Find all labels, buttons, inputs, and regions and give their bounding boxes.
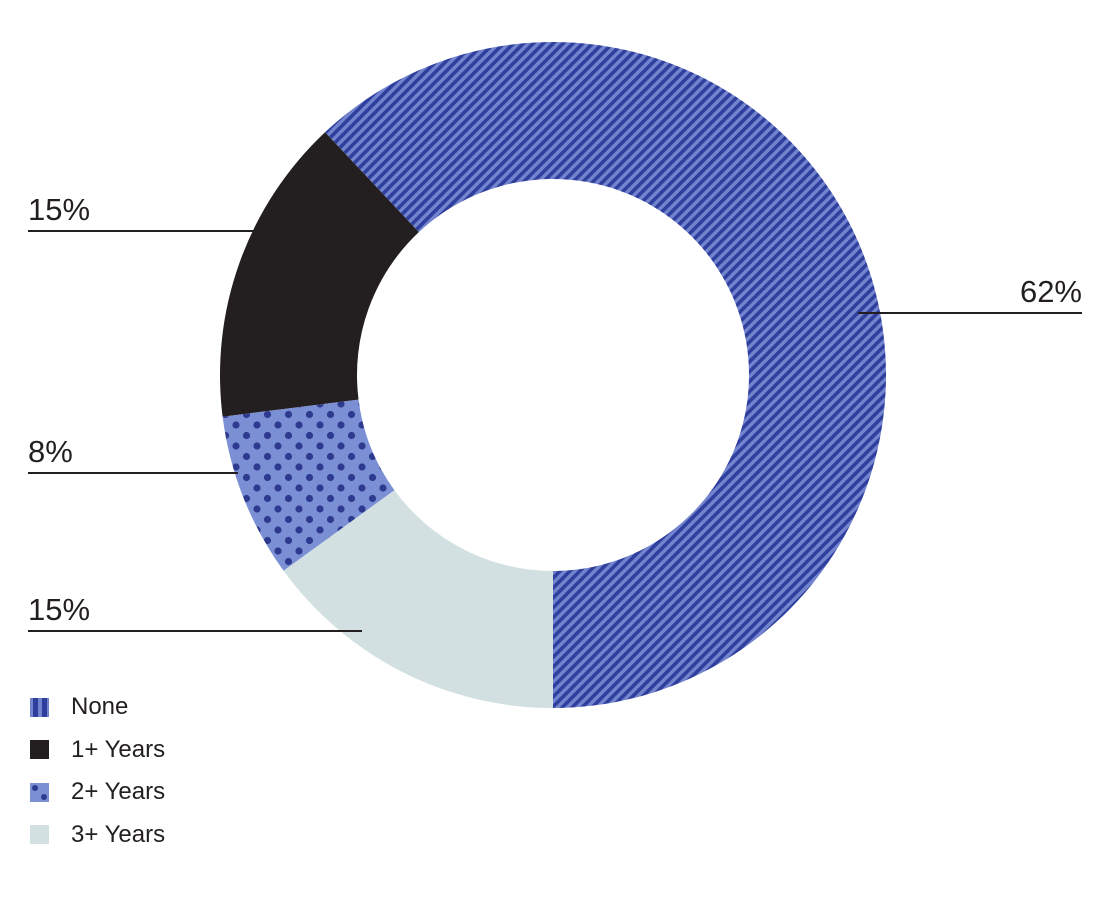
slice-2plus-years <box>222 399 395 571</box>
legend-item-none: None <box>30 686 165 729</box>
label-2plus-years: 8% <box>28 434 73 469</box>
legend-item-3plus-years: 3+ Years <box>30 814 165 857</box>
legend-swatch-none <box>30 697 49 717</box>
legend-item-2plus-years: 2+ Years <box>30 771 165 814</box>
leader-lines <box>28 230 1082 632</box>
label-none: 62% <box>1020 274 1082 309</box>
legend-label-2plus-years: 2+ Years <box>71 778 166 806</box>
label-1plus-years: 15% <box>28 592 90 627</box>
label-3plus-years: 15% <box>28 192 90 227</box>
legend-swatch-2plus-years <box>30 782 49 802</box>
legend-label-none: None <box>71 693 129 721</box>
legend-label-3plus-years: 3+ Years <box>71 820 166 848</box>
legend: None 1+ Years 2+ Years 3+ Years <box>30 686 165 856</box>
slice-none <box>325 42 887 709</box>
slice-1plus-years <box>220 132 419 417</box>
percentage-labels: 62% 15% 8% 15% <box>28 192 1082 627</box>
legend-swatch-3plus-years <box>30 825 49 845</box>
legend-swatch-1plus-years <box>30 740 49 760</box>
legend-label-1plus-years: 1+ Years <box>71 735 166 763</box>
slice-3plus-years <box>283 490 553 708</box>
legend-item-1plus-years: 1+ Years <box>30 729 165 772</box>
donut-slices <box>220 42 887 709</box>
